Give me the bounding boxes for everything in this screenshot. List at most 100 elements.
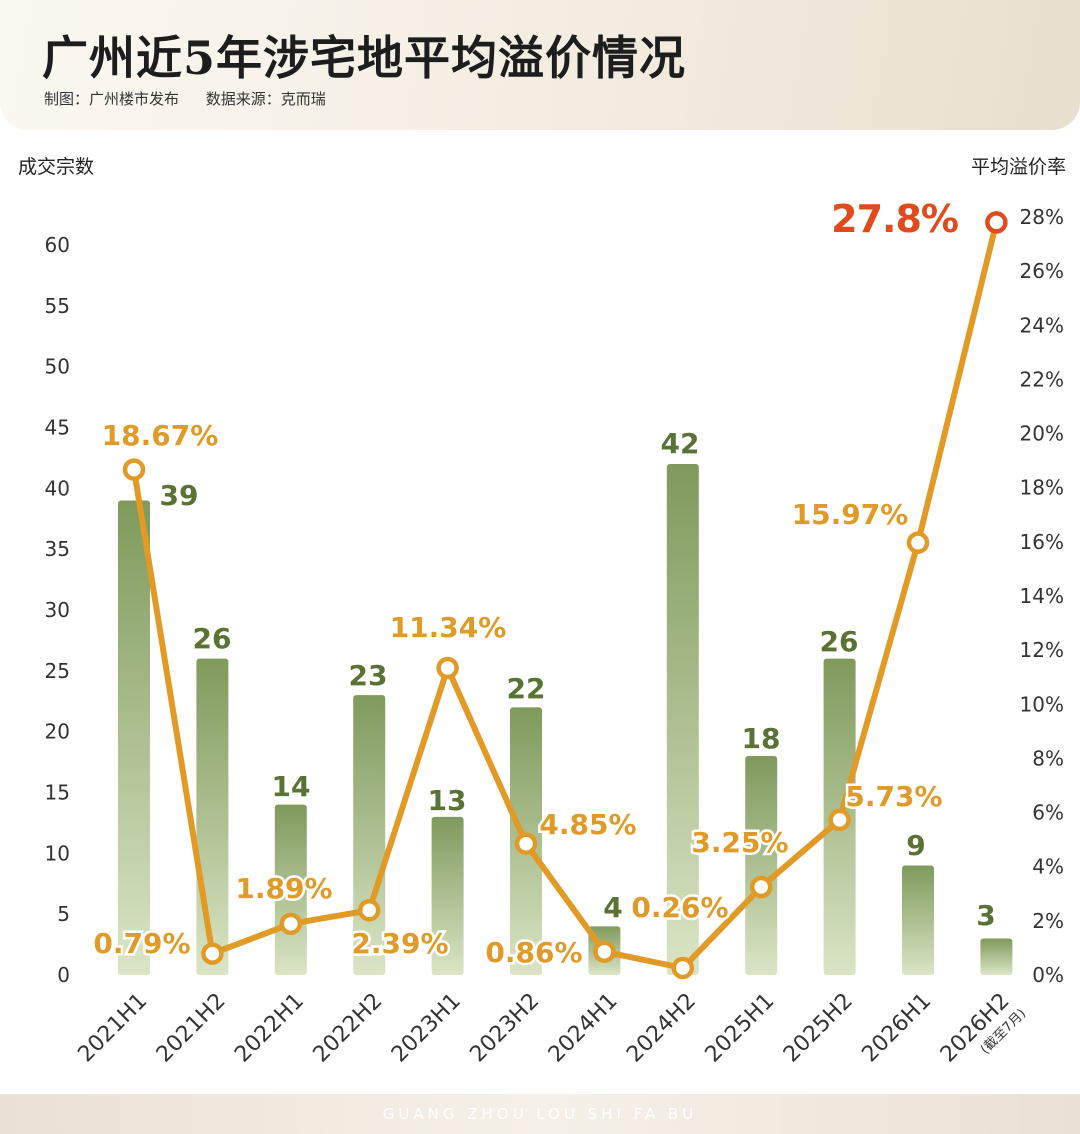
page-title: 广州近5年涉宅地平均溢价情况 — [42, 31, 687, 85]
rate-point — [514, 832, 538, 855]
right-tick-label: 4% — [1032, 855, 1064, 879]
right-tick-label: 16% — [1020, 530, 1064, 554]
rate-value-label: 15.97% — [792, 498, 909, 531]
left-tick-label: 25 — [45, 659, 70, 683]
left-tick-label: 50 — [45, 355, 70, 379]
category-label: 2024H2 — [622, 989, 701, 1068]
rate-value-label: 0.86% — [485, 936, 582, 969]
bar-value-label: 23 — [349, 659, 388, 692]
right-tick-label: 26% — [1020, 259, 1064, 283]
bar-value-label: 3 — [976, 899, 995, 932]
rate-point — [828, 808, 851, 832]
category-labels: 2021H1 2021H2 2022H1 2022H2 2023H1 2023H2 2024… — [73, 989, 1029, 1068]
right-tick-label: 24% — [1020, 313, 1064, 337]
left-tick-label: 0 — [57, 963, 70, 987]
rate-point — [436, 656, 459, 680]
bar — [431, 816, 464, 975]
category-label: 2025H2 — [779, 989, 858, 1068]
left-tick-label: 20 — [45, 720, 70, 744]
left-axis-ticks: 0 5 10 15 20 25 30 35 40 45 50 55 60 — [45, 233, 70, 987]
bar — [274, 804, 307, 975]
right-axis-title: 平均溢价率 — [970, 156, 1066, 178]
rate-point — [279, 912, 303, 936]
bar-value-label: 18 — [742, 722, 781, 755]
bar-value-label: 4 — [603, 891, 622, 924]
combo-chart: 0 5 10 15 20 25 30 35 40 45 50 55 60 0% 2% 4% 6% 8% 10% 12… — [44, 195, 1064, 1068]
right-tick-label: 28% — [1020, 205, 1064, 229]
rate-line — [131, 219, 1000, 971]
bar-value-label: 14 — [272, 770, 311, 803]
left-tick-label: 40 — [45, 476, 70, 500]
rate-point — [749, 875, 773, 899]
left-tick-label: 5 — [57, 902, 70, 926]
line-series — [131, 219, 1000, 971]
left-axis-title: 成交宗数 — [18, 156, 95, 178]
rate-value-label: 3.25% — [691, 826, 788, 859]
data-source: 数据来源：克而瑞 — [205, 90, 326, 108]
left-tick-label: 15 — [45, 781, 70, 805]
bar — [902, 865, 934, 975]
rate-value-label: 4.85% — [539, 808, 636, 841]
bar — [666, 464, 699, 975]
right-tick-label: 18% — [1020, 476, 1064, 500]
bar-value-label: 9 — [906, 829, 925, 862]
bar — [118, 500, 150, 975]
right-tick-label: 22% — [1020, 367, 1064, 391]
subtitle: 制图：广州楼市发布 数据来源：克而瑞 — [44, 88, 326, 109]
left-tick-label: 60 — [45, 233, 70, 257]
category-label: 2021H1 — [73, 989, 152, 1068]
bar-value-label: 39 — [160, 479, 199, 512]
rate-value-label: 0.79% — [93, 927, 190, 960]
category-label: 2026H1 — [857, 989, 936, 1068]
right-tick-label: 2% — [1032, 909, 1064, 933]
rate-value-label: 0.26% — [631, 891, 728, 924]
bar-value-label: 13 — [428, 784, 467, 817]
rate-value-label-highlight: 27.8% — [831, 197, 958, 241]
rate-point — [122, 458, 146, 481]
left-tick-label: 55 — [45, 294, 70, 318]
bar-value-label: 42 — [661, 427, 700, 460]
rate-value-label: 2.39% — [351, 927, 448, 960]
rate-point — [357, 899, 381, 922]
right-tick-label: 8% — [1032, 746, 1064, 770]
left-tick-label: 30 — [45, 598, 70, 622]
bar — [980, 938, 1013, 975]
right-axis-ticks: 0% 2% 4% 6% 8% 10% 12% 14% 16% 18% 20% 22% 24% 26% 28% — [1020, 205, 1064, 987]
rate-point — [671, 956, 695, 980]
right-tick-label: 14% — [1020, 584, 1064, 608]
category-label: 2023H2 — [465, 989, 544, 1068]
category-label: 2023H1 — [387, 989, 466, 1068]
rate-point — [201, 942, 224, 965]
rate-value-label: 18.67% — [102, 419, 219, 452]
line-points — [122, 211, 1008, 980]
bar — [745, 756, 778, 975]
bar — [196, 658, 229, 975]
rate-point — [985, 211, 1008, 234]
category-label: 2025H1 — [701, 989, 780, 1068]
rate-point — [593, 940, 616, 963]
bar-value-label: 26 — [820, 625, 859, 658]
rate-value-label: 1.89% — [235, 872, 332, 905]
left-tick-label: 35 — [45, 537, 70, 561]
rate-point — [906, 531, 930, 554]
right-tick-label: 0% — [1032, 963, 1064, 987]
right-tick-label: 6% — [1032, 801, 1064, 825]
left-tick-label: 10 — [45, 841, 70, 865]
right-tick-label: 12% — [1020, 638, 1064, 662]
rate-value-labels: 18.67% 0.79% 1.89% 2.39% 11.34% 4.85% 0.86% 0.2… — [91, 195, 962, 972]
right-tick-label: 10% — [1020, 692, 1064, 716]
category-label: 2024H1 — [544, 989, 623, 1068]
rate-value-label: 11.34% — [390, 611, 507, 644]
rate-value-label: 5.73% — [845, 780, 942, 813]
category-label: 2022H1 — [230, 989, 309, 1068]
bar-value-labels: 39 26 14 23 13 22 4 42 18 26 9 3 — [158, 425, 998, 934]
category-label: 2022H2 — [309, 989, 388, 1068]
header-banner: 广州近5年涉宅地平均溢价情况 制图：广州楼市发布 数据来源：克而瑞 — [0, 0, 1080, 130]
left-tick-label: 45 — [45, 416, 70, 440]
maker-credit: 制图：广州楼市发布 — [44, 90, 180, 108]
category-label: 2021H2 — [152, 989, 231, 1068]
right-tick-label: 20% — [1020, 422, 1064, 446]
bar-value-label: 26 — [193, 622, 232, 655]
footer-banner: GUANG ZHOU LOU SHI FA BU — [0, 1094, 1080, 1134]
bar-value-label: 22 — [507, 672, 546, 705]
